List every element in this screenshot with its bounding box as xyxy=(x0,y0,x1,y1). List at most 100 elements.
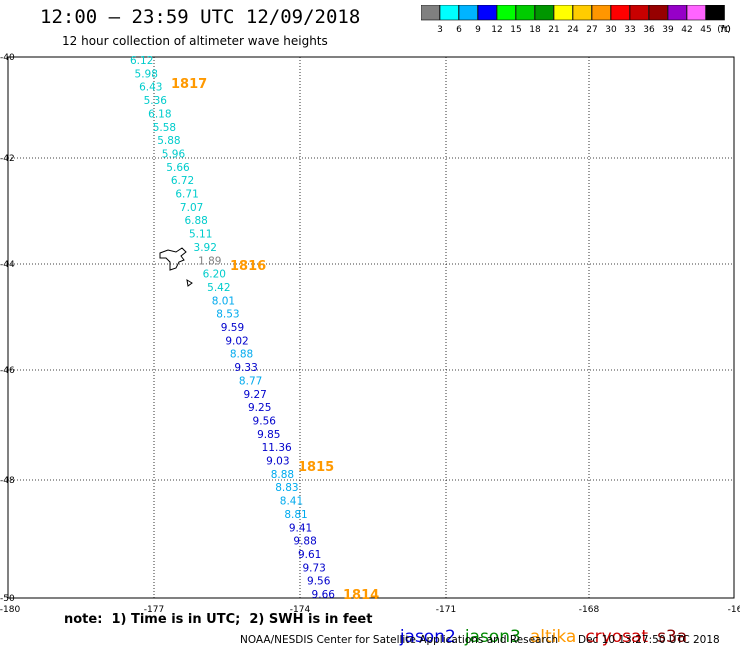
color-swatch xyxy=(439,5,459,21)
color-swatch xyxy=(629,5,649,21)
wave-height-label: 9.33 xyxy=(234,362,257,374)
wave-height-label: 3.92 xyxy=(194,242,217,254)
color-swatch xyxy=(686,5,706,21)
color-swatch xyxy=(458,5,478,21)
wave-height-label: 5.98 xyxy=(135,68,158,80)
color-swatch xyxy=(477,5,497,21)
wave-height-label: 9.41 xyxy=(289,522,312,534)
y-tick-label: -42 xyxy=(0,154,15,164)
pass-number-label: 1816 xyxy=(230,259,266,274)
scale-label: 18 xyxy=(529,25,541,35)
color-swatch xyxy=(515,5,535,21)
island-outline xyxy=(159,247,187,271)
scale-unit: (ft) xyxy=(717,25,731,35)
wave-height-label: 8.83 xyxy=(275,482,298,494)
mission-label-altika: altika xyxy=(529,627,577,647)
pass-number-label: 1817 xyxy=(171,77,207,92)
wave-height-label: 5.11 xyxy=(189,229,212,241)
page-title: 12:00 – 23:59 UTC 12/09/2018 xyxy=(40,6,361,28)
wave-height-label: 5.66 xyxy=(166,162,190,174)
scale-label: 15 xyxy=(510,25,521,35)
wave-height-label: 9.27 xyxy=(243,389,266,401)
wave-height-label: 5.42 xyxy=(207,282,230,294)
color-swatch xyxy=(496,5,516,21)
scale-label: 3 xyxy=(437,25,443,35)
wave-height-label: 7.07 xyxy=(180,202,203,214)
pass-number-label: 1814 xyxy=(343,588,379,603)
scale-label: 21 xyxy=(548,25,559,35)
x-tick-label: -180 xyxy=(0,605,20,615)
scale-label: 39 xyxy=(662,25,674,35)
mission-label-jason3: jason3 xyxy=(464,627,521,647)
x-tick-label: -174 xyxy=(290,605,311,615)
wave-height-label: 9.66 xyxy=(312,589,336,601)
wave-height-label: 6.71 xyxy=(175,189,198,201)
wave-height-label: 6.12 xyxy=(130,55,153,67)
wave-height-label: 11.36 xyxy=(262,442,292,454)
color-swatch xyxy=(648,5,668,21)
mission-label-s3a: s3a xyxy=(657,627,688,647)
x-tick-label: -177 xyxy=(144,605,164,615)
y-tick-label: -46 xyxy=(0,366,15,376)
wave-height-label: 9.02 xyxy=(225,335,248,347)
wave-height-label: 8.41 xyxy=(280,496,303,508)
pass-number-label: 1815 xyxy=(298,460,334,475)
color-swatch xyxy=(553,5,573,21)
wave-height-label: 6.18 xyxy=(148,108,171,120)
page-subtitle: 12 hour collection of altimeter wave hei… xyxy=(62,34,328,48)
y-tick-label: -40 xyxy=(0,53,15,63)
wave-height-label: 1.89 xyxy=(198,255,221,267)
wave-height-label: 6.43 xyxy=(139,82,162,94)
y-tick-label: -44 xyxy=(0,260,15,270)
scale-label: 33 xyxy=(624,25,635,35)
credit-line: NOAA/NESDIS Center for Satellite Applica… xyxy=(240,634,558,646)
color-scale-legend: 3 6 9 12 15 18 21 24 27 30 33 36 39 42 45 70(ft) xyxy=(421,5,731,35)
scale-label: 70 xyxy=(719,25,731,35)
wave-height-label: 9.88 xyxy=(293,536,316,548)
wave-height-label: 5.96 xyxy=(162,148,186,160)
color-swatch xyxy=(421,5,440,21)
wave-height-label: 5.36 xyxy=(144,95,168,107)
color-swatch xyxy=(591,5,611,21)
wave-height-label: 8.81 xyxy=(284,509,307,521)
mission-label-cryosat: cryosat xyxy=(585,627,649,647)
wave-height-label: 8.77 xyxy=(239,375,262,387)
scale-label: 45 xyxy=(700,25,711,35)
y-tick-label: -50 xyxy=(0,594,15,604)
wave-height-label: 8.88 xyxy=(230,349,253,361)
wave-height-label: 9.03 xyxy=(266,456,289,468)
color-swatch xyxy=(610,5,630,21)
mission-legend: jason2 jason3 altika cryosat s3a xyxy=(389,607,696,647)
scale-label: 9 xyxy=(475,25,481,35)
wave-height-label: 8.01 xyxy=(212,295,235,307)
islet-outline xyxy=(186,279,193,287)
timestamp: Dec 10 13:27:50 UTC 2018 xyxy=(578,634,720,646)
color-swatch xyxy=(572,5,592,21)
wave-height-label: 6.88 xyxy=(184,215,207,227)
scale-label: 24 xyxy=(567,25,579,35)
wave-height-label: 9.56 xyxy=(307,576,331,588)
wave-height-label: 9.73 xyxy=(302,562,325,574)
wave-height-label: 9.85 xyxy=(257,429,280,441)
footer-note: note: 1) Time is in UTC; 2) SWH is in fe… xyxy=(64,612,373,627)
scale-label: 12 xyxy=(491,25,502,35)
scale-label: 36 xyxy=(643,25,655,35)
plot-frame xyxy=(7,56,735,599)
x-tick-label: -171 xyxy=(436,605,456,615)
x-tick-label: -16 xyxy=(728,605,740,615)
wave-height-label: 9.61 xyxy=(298,549,321,561)
color-swatch xyxy=(705,5,725,21)
color-swatch xyxy=(667,5,687,21)
scale-label: 30 xyxy=(605,25,617,35)
scale-label: 27 xyxy=(586,25,597,35)
color-swatch xyxy=(534,5,554,21)
wave-height-label: 6.72 xyxy=(171,175,194,187)
wave-height-label: 8.53 xyxy=(216,309,239,321)
x-tick-label: -168 xyxy=(579,605,600,615)
mission-label-jason2: jason2 xyxy=(399,627,456,647)
wave-height-label: 9.25 xyxy=(248,402,271,414)
wave-height-label: 9.56 xyxy=(253,415,277,427)
wave-height-label: 8.88 xyxy=(271,469,294,481)
wave-height-label: 5.88 xyxy=(157,135,180,147)
